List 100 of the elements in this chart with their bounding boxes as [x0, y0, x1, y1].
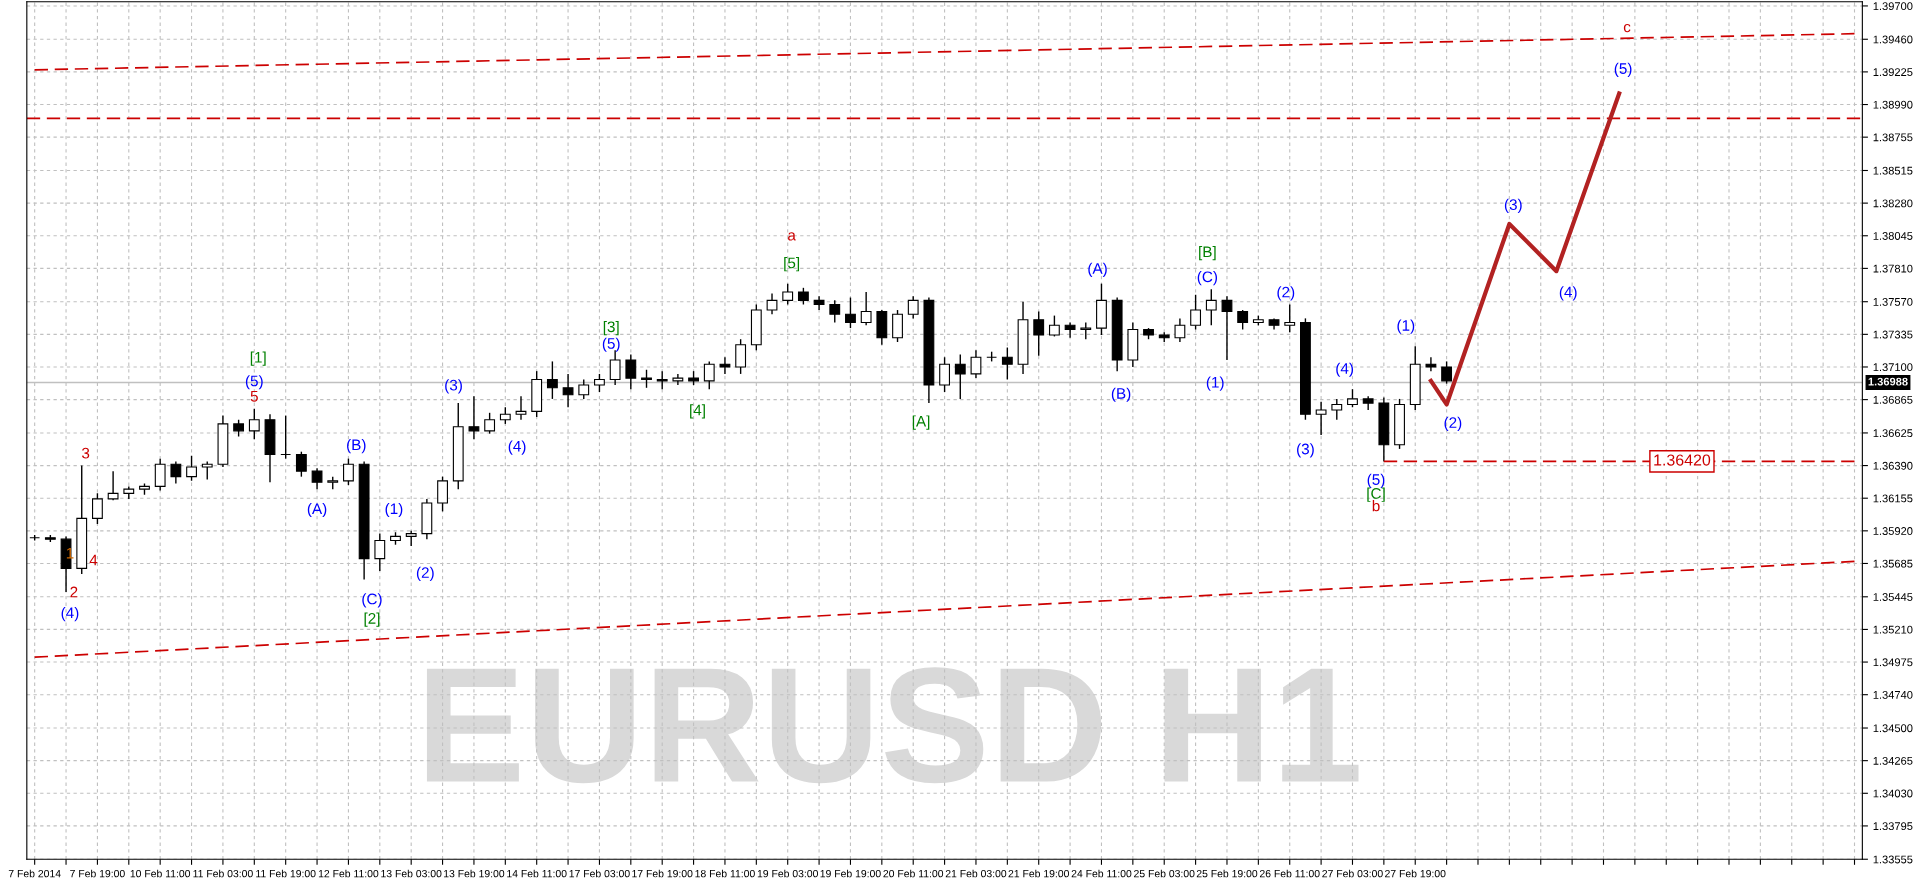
y-tick-label: 1.34740 — [1873, 690, 1913, 699]
candlestick — [295, 450, 307, 478]
candlestick — [641, 369, 652, 389]
annotation: (4) — [1559, 286, 1577, 301]
candlestick — [939, 356, 951, 393]
annotation: [C] — [1367, 487, 1385, 502]
x-tick-label: 11 Feb 03:00 — [193, 869, 253, 878]
candlestick — [1331, 398, 1343, 421]
y-tick-label: 1.35210 — [1873, 625, 1913, 634]
annotation: (C) — [1197, 270, 1218, 286]
candlestick — [954, 353, 966, 400]
annotation: [A] — [912, 415, 930, 430]
candlestick — [625, 353, 637, 390]
candlestick — [92, 492, 103, 525]
annotation: (5) — [602, 337, 620, 352]
annotation: (1) — [1206, 376, 1224, 391]
x-tick-label: 19 Feb 03:00 — [757, 869, 818, 878]
candlestick — [1315, 400, 1327, 436]
annotation: [4] — [690, 404, 705, 419]
candlestick — [1174, 317, 1186, 343]
annotation: (2) — [1277, 286, 1295, 301]
line-series — [1428, 91, 1622, 407]
candlestick — [280, 414, 292, 460]
annotation: (5) — [1614, 62, 1632, 77]
x-tick-label: 17 Feb 19:00 — [632, 869, 693, 878]
candlestick — [154, 457, 166, 492]
y-tick-label: 1.33555 — [1873, 855, 1913, 864]
annotation: (5) — [245, 375, 263, 390]
y-tick-label: 1.37810 — [1873, 264, 1913, 273]
annotation: a — [788, 232, 796, 241]
y-tick-label: 1.35920 — [1873, 527, 1913, 535]
annotation: (B) — [347, 439, 366, 454]
y-tick-label: 1.36625 — [1873, 429, 1913, 438]
candlestick — [107, 470, 119, 501]
candlestick — [703, 360, 715, 390]
x-tick-label: 26 Feb 11:00 — [1259, 869, 1320, 878]
annotation: [B] — [1199, 245, 1216, 261]
annotation: (4) — [61, 607, 79, 622]
ref-line-label: 1.36988 — [1868, 377, 1908, 386]
candlestick — [248, 407, 260, 440]
candlestick — [437, 475, 448, 513]
candlestick — [813, 295, 825, 311]
y-tick-label: 1.34975 — [1873, 658, 1913, 667]
annotation: b — [1372, 500, 1380, 512]
candlestick — [1205, 288, 1217, 327]
annotation: 5 — [250, 390, 258, 402]
y-tick-label: 1.39460 — [1873, 35, 1913, 44]
x-tick-label: 12 Feb 11:00 — [318, 869, 379, 878]
candlestick — [546, 360, 558, 400]
candlestick — [829, 299, 841, 324]
annotation: [5] — [784, 257, 800, 272]
y-tick-label: 1.36390 — [1873, 461, 1913, 470]
y-tick-label: 1.36865 — [1873, 395, 1913, 404]
x-tick-label: 25 Feb 03:00 — [1134, 869, 1195, 878]
candlestick — [562, 373, 574, 408]
annotation: [2] — [364, 612, 380, 627]
x-tick-label: 27 Feb 03:00 — [1322, 869, 1383, 878]
candlestick — [1190, 294, 1202, 331]
annotation: (1) — [1397, 319, 1415, 334]
candlestick — [186, 455, 197, 482]
y-tick-label: 1.35685 — [1873, 559, 1913, 568]
candlestick — [766, 292, 778, 315]
x-tick-label: 27 Feb 19:00 — [1385, 869, 1446, 878]
annotation: c — [1623, 23, 1631, 33]
y-tick-label: 1.37100 — [1873, 363, 1913, 372]
candlestick — [1441, 360, 1453, 385]
annotation: (1) — [385, 502, 403, 518]
x-tick-label: 10 Feb 11:00 — [130, 869, 191, 878]
candlestick — [907, 295, 919, 320]
candlestick — [970, 349, 982, 379]
y-tick-label: 1.38755 — [1873, 133, 1913, 142]
candlestick — [735, 338, 747, 375]
candlestick — [343, 457, 354, 486]
y-tick-label: 1.38280 — [1873, 199, 1913, 208]
annotation: 3 — [81, 447, 90, 459]
y-tick-label: 1.36155 — [1873, 494, 1913, 503]
candlestick — [405, 530, 417, 547]
y-tick-label: 1.38515 — [1873, 166, 1913, 175]
candlestick — [374, 532, 386, 572]
y-tick-label: 1.37335 — [1873, 330, 1913, 339]
x-tick-label: 24 Feb 11:00 — [1071, 869, 1132, 878]
candlestick — [1347, 388, 1358, 408]
annotation: (3) — [1504, 198, 1522, 214]
annotation: (3) — [1297, 443, 1314, 458]
y-tick-label: 1.37570 — [1873, 297, 1913, 306]
annotation: (A) — [1088, 262, 1107, 277]
candlestick — [1221, 295, 1233, 361]
annotation: (3) — [445, 379, 462, 394]
candlestick — [782, 282, 794, 306]
x-tick-label: 7 Feb 19:00 — [70, 869, 125, 878]
annotation: (2) — [416, 566, 434, 581]
candlestick — [515, 395, 527, 421]
annotation: [3] — [603, 320, 619, 336]
candlestick — [860, 291, 872, 327]
y-tick-label: 1.35445 — [1873, 593, 1913, 601]
y-tick-label: 1.39700 — [1873, 2, 1913, 11]
y-tick-label: 1.39225 — [1873, 68, 1913, 77]
candlestick — [1033, 310, 1045, 357]
candlestick — [311, 467, 323, 490]
x-tick-label: 11 Feb 19:00 — [256, 869, 316, 878]
